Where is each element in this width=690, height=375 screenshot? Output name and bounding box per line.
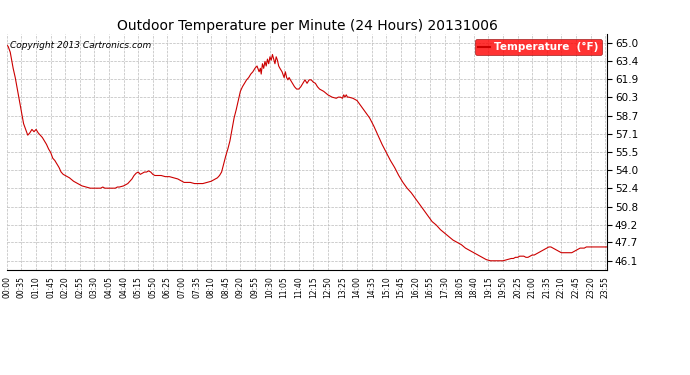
Title: Outdoor Temperature per Minute (24 Hours) 20131006: Outdoor Temperature per Minute (24 Hours… — [117, 19, 497, 33]
Legend: Temperature  (°F): Temperature (°F) — [475, 39, 602, 55]
Text: Copyright 2013 Cartronics.com: Copyright 2013 Cartronics.com — [10, 41, 151, 50]
